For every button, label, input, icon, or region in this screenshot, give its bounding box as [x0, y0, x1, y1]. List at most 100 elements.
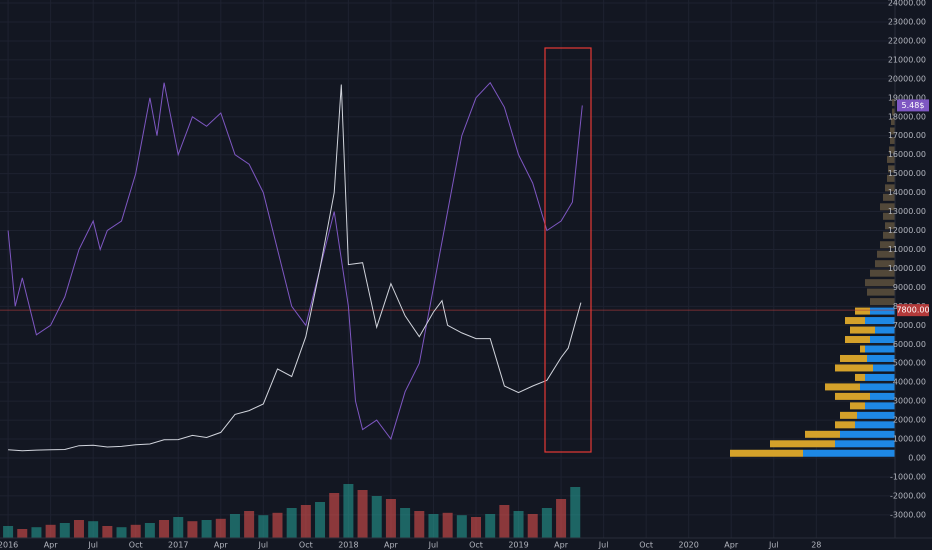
profile-bar: [880, 241, 895, 249]
x-tick-label: Oct: [469, 541, 483, 550]
volume-bar: [400, 508, 411, 538]
profile-bar: [855, 373, 865, 381]
y-tick-label: 0.00: [908, 454, 926, 463]
x-tick-label: Apr: [384, 541, 399, 550]
x-tick-label: 2019: [508, 541, 528, 550]
y-tick-label: 14000.00: [888, 188, 926, 197]
profile-bar: [873, 364, 895, 372]
profile-bar: [805, 430, 840, 438]
y-tick-label: 7000.00: [893, 321, 926, 330]
x-tick-label: Apr: [44, 541, 59, 550]
volume-bar: [371, 496, 382, 538]
volume-bar: [343, 484, 354, 538]
profile-bar: [888, 165, 895, 173]
profile-bar: [835, 440, 895, 448]
profile-bar: [850, 402, 865, 410]
profile-bar: [892, 108, 895, 116]
y-tick-label: 15000.00: [888, 169, 926, 178]
volume-bar: [73, 520, 84, 538]
volume-bar: [215, 518, 226, 538]
volume-bar: [144, 523, 155, 538]
volume-bar: [130, 524, 141, 538]
profile-bar: [865, 317, 895, 325]
profile-bar: [892, 99, 895, 107]
y-tick-label: 11000.00: [888, 245, 926, 254]
y-tick-label: 6000.00: [893, 340, 926, 349]
y-tick-label: 3000.00: [893, 397, 926, 406]
profile-bar: [770, 440, 835, 448]
profile-bar: [860, 383, 895, 391]
volume-bar: [428, 514, 439, 538]
y-tick-label: -2000.00: [890, 491, 926, 500]
volume-bar: [385, 499, 396, 538]
x-tick-label: Oct: [129, 541, 143, 550]
volume-bar: [357, 490, 368, 538]
profile-bar: [860, 345, 865, 353]
profile-bar: [870, 298, 895, 306]
volume-bar: [442, 512, 453, 538]
x-tick-label: 2020: [679, 541, 699, 550]
volume-bar: [471, 517, 482, 538]
profile-bar: [865, 402, 895, 410]
profile-bar: [840, 430, 895, 438]
profile-bar: [835, 421, 855, 429]
volume-bar: [258, 515, 269, 538]
volume-bar: [17, 529, 28, 538]
profile-bar: [855, 421, 895, 429]
volume-bar: [229, 514, 240, 538]
profile-bar: [870, 336, 895, 344]
profile-bar: [867, 288, 895, 296]
profile-bar: [845, 336, 870, 344]
profile-bar: [885, 184, 895, 192]
volume-bar: [329, 493, 340, 538]
profile-bar: [877, 250, 895, 258]
profile-bar: [875, 260, 895, 268]
x-tick-label: Jul: [257, 541, 268, 550]
y-tick-label: 24000.00: [888, 0, 926, 8]
volume-bar: [300, 505, 311, 538]
profile-bar: [850, 326, 875, 334]
x-tick-label: Jul: [598, 541, 609, 550]
profile-bar: [883, 193, 895, 201]
y-tick-label: 5000.00: [893, 359, 926, 368]
price-tag: [897, 99, 929, 112]
volume-bar: [414, 511, 425, 538]
profile-bar: [870, 392, 895, 400]
price-tag: [897, 304, 929, 317]
profile-bar: [891, 118, 895, 126]
profile-bar: [840, 411, 857, 419]
profile-bar: [865, 345, 895, 353]
profile-bar: [890, 136, 895, 144]
highlight-box: [544, 47, 592, 453]
x-tick-label: 2016: [0, 541, 18, 550]
y-tick-label: 23000.00: [888, 17, 926, 26]
y-tick-label: -3000.00: [890, 510, 926, 519]
x-tick-label: Apr: [214, 541, 229, 550]
volume-bar: [570, 487, 581, 538]
x-tick-label: 2017: [168, 541, 188, 550]
volume-bar: [513, 511, 524, 538]
profile-bar: [880, 203, 895, 211]
volume-bar: [456, 515, 467, 538]
volume-bar: [173, 517, 184, 538]
volume-bar: [45, 524, 56, 538]
profile-bar: [825, 383, 860, 391]
volume-bar: [527, 514, 538, 538]
volume-bar: [272, 512, 283, 538]
profile-bar: [883, 212, 895, 220]
y-tick-label: 16000.00: [888, 150, 926, 159]
volume-bar: [3, 526, 14, 538]
series-line: [7, 81, 583, 441]
profile-bar: [865, 373, 895, 381]
volume-bar: [187, 521, 198, 538]
y-tick-label: 13000.00: [888, 207, 926, 216]
x-tick-label: 28: [811, 541, 821, 550]
price-tag-label: 7800.00: [896, 306, 929, 315]
volume-bar: [541, 508, 552, 538]
x-tick-label: Oct: [299, 541, 313, 550]
profile-bar: [887, 155, 895, 163]
x-tick-label: 2018: [338, 541, 358, 550]
y-tick-label: 12000.00: [888, 226, 926, 235]
volume-bar: [315, 502, 326, 538]
